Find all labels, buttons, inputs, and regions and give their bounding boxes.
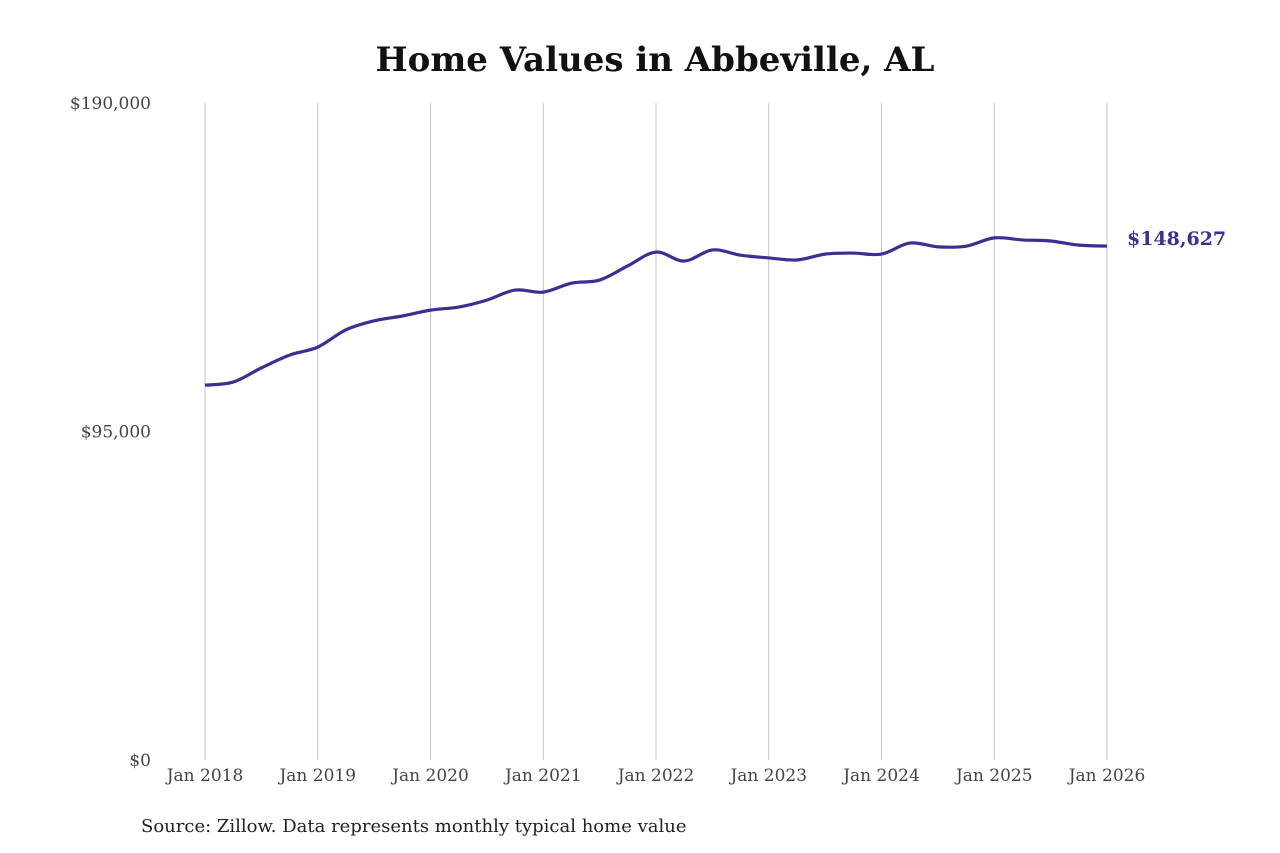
x-tick-label: Jan 2025 [954,766,1033,786]
x-tick-label: Jan 2019 [277,766,356,786]
y-tick-label: $0 [129,751,151,771]
x-tick-label: Jan 2024 [841,766,920,786]
chart-title: Home Values in Abbeville, AL [375,40,935,80]
series-line [204,236,1108,387]
x-tick-label: Jan 2023 [728,766,807,786]
x-tick-label: Jan 2022 [616,766,695,786]
x-tick-label: Jan 2018 [165,766,244,786]
y-tick-label: $190,000 [70,94,151,114]
x-tick-label: Jan 2026 [1067,766,1146,786]
source-note: Source: Zillow. Data represents monthly … [141,816,687,837]
x-tick-label: Jan 2021 [503,766,582,786]
y-tick-label: $95,000 [81,423,151,443]
x-tick-label: Jan 2020 [390,766,469,786]
end-value-label: $148,627 [1127,228,1226,250]
